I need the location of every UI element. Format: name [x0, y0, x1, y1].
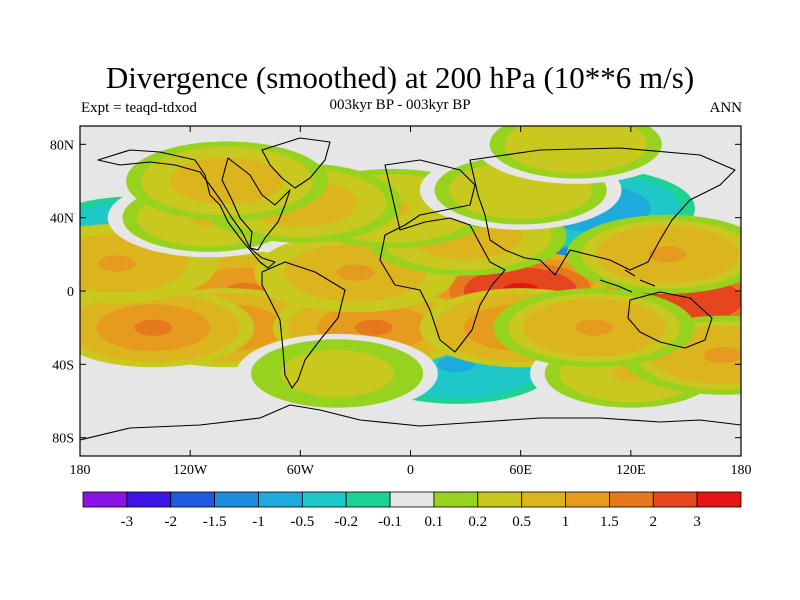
period-label: 003kyr BP - 003kyr BP	[329, 97, 471, 113]
colorbar-swatch	[214, 491, 259, 508]
colorbar-swatch	[477, 491, 523, 508]
colorbar-swatch	[345, 491, 391, 508]
lat-label: 80S	[52, 432, 74, 447]
field-anomaly	[126, 141, 328, 221]
colorbar-label: 0.5	[512, 514, 531, 530]
colorbar-swatch	[82, 491, 128, 508]
field-anomaly	[80, 288, 255, 368]
lon-label: 120E	[616, 463, 646, 478]
colorbar-label: 2	[650, 514, 658, 530]
colorbar-label: -3	[121, 514, 134, 530]
colorbar-swatch	[126, 491, 172, 508]
lon-label: 180	[731, 463, 752, 478]
lat-label: 80N	[50, 138, 74, 153]
lat-label: 40S	[52, 358, 74, 373]
colorbar-label: -0.5	[290, 514, 314, 530]
colorbar-label: -0.1	[378, 514, 402, 530]
coastline-north-america	[97, 149, 276, 269]
colorbar-swatch	[389, 491, 435, 508]
lon-label: 60W	[287, 463, 315, 478]
colorbar-label: 0.2	[468, 514, 487, 530]
coastline-asia	[469, 147, 736, 276]
colorbar-label: 3	[693, 514, 701, 530]
lon-label: 60E	[509, 463, 532, 478]
plot-title: Divergence (smoothed) at 200 hPa (10**6 …	[105, 60, 695, 95]
lon-label: 120W	[173, 463, 208, 478]
colorbar-label: 1.5	[600, 514, 619, 530]
coastline-europe-africa	[379, 159, 506, 353]
colorbar-swatch	[521, 491, 566, 508]
field-anomaly	[474, 126, 677, 184]
season-label: ANN	[709, 100, 743, 116]
colorbar-swatch	[696, 491, 742, 508]
coastline-australia	[627, 291, 713, 349]
field-anomaly	[493, 288, 695, 368]
colorbar-swatch	[170, 491, 216, 508]
field-anomaly	[236, 333, 438, 414]
lon-label: 180	[70, 463, 91, 478]
colorbar-swatch	[433, 491, 479, 508]
colorbar-label: 0.1	[425, 514, 444, 530]
colorbar-swatch	[609, 491, 654, 508]
coastline-north-america-east	[221, 157, 291, 251]
colorbar-swatch	[652, 491, 698, 508]
colorbar-swatch	[258, 491, 303, 508]
lon-label: 0	[407, 463, 414, 478]
coastline-south-america	[261, 261, 346, 389]
colorbar-label: -2	[164, 514, 177, 530]
colorbar-label: 1	[562, 514, 570, 530]
lat-label: 40N	[50, 212, 74, 227]
colorbar-swatch	[301, 491, 347, 508]
colorbar-label: -1.5	[203, 514, 227, 530]
experiment-label: Expt = teaqd-tdxod	[81, 100, 197, 116]
colorbar-label: -0.2	[334, 514, 358, 530]
colorbar-swatch	[565, 491, 610, 508]
coastline-indonesia	[599, 269, 656, 293]
colorbar-label: -1	[252, 514, 265, 530]
coastline-greenland	[261, 137, 331, 189]
lat-label: 0	[67, 285, 74, 300]
coastline-antarctica	[80, 404, 741, 441]
